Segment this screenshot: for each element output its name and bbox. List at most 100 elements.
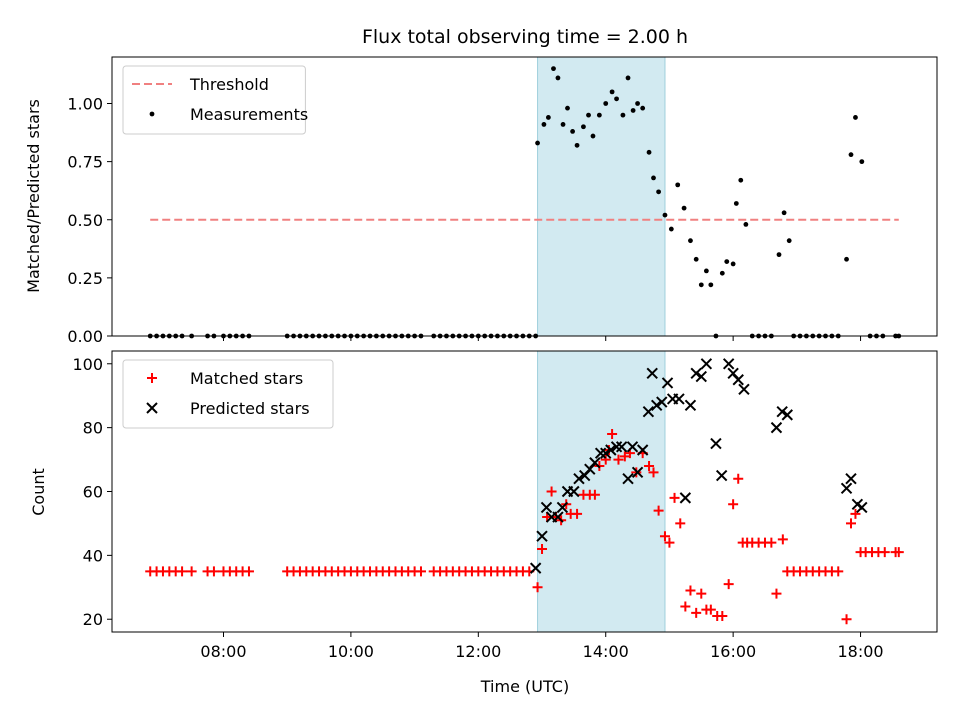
x-tick-label: 12:00 bbox=[455, 642, 501, 661]
data-point bbox=[573, 473, 585, 485]
y-tick-label: 1.00 bbox=[67, 95, 103, 114]
data-point bbox=[555, 75, 561, 81]
data-point bbox=[177, 566, 188, 577]
data-point bbox=[691, 607, 702, 618]
data-point bbox=[626, 441, 639, 453]
data-point bbox=[685, 585, 696, 596]
data-point bbox=[656, 396, 668, 408]
data-point bbox=[781, 210, 787, 216]
data-point bbox=[679, 492, 692, 504]
data-point bbox=[853, 115, 858, 120]
y-tick-label: 0.50 bbox=[67, 211, 103, 230]
data-point bbox=[536, 530, 548, 542]
data-point bbox=[648, 467, 659, 478]
data-point bbox=[545, 115, 551, 120]
legend-label: Matched stars bbox=[190, 369, 303, 388]
data-point bbox=[644, 460, 655, 471]
data-point bbox=[673, 393, 685, 405]
y-tick-label: 80 bbox=[83, 419, 103, 438]
bottom-panel: 20 40 60 80 100 08:00 10:00 12:00 14:00 16:00 18:0… bbox=[72, 350, 938, 661]
data-point bbox=[568, 485, 580, 498]
data-point bbox=[656, 189, 662, 195]
data-point bbox=[565, 105, 570, 111]
data-point bbox=[732, 374, 744, 386]
y-tick-label: 40 bbox=[83, 546, 103, 565]
data-point bbox=[733, 473, 744, 484]
data-point bbox=[551, 66, 556, 72]
data-point bbox=[777, 534, 788, 545]
data-point bbox=[646, 367, 658, 380]
data-point bbox=[690, 367, 702, 380]
data-point bbox=[856, 501, 868, 514]
data-point bbox=[879, 547, 890, 558]
data-point bbox=[776, 252, 782, 258]
data-point bbox=[844, 256, 849, 262]
data-point bbox=[640, 105, 646, 111]
data-point bbox=[664, 537, 675, 548]
data-point bbox=[651, 175, 656, 181]
data-point bbox=[693, 256, 699, 262]
data-point bbox=[615, 441, 628, 453]
data-point bbox=[186, 566, 197, 577]
data-point bbox=[552, 511, 564, 523]
data-point bbox=[705, 604, 716, 615]
data-point bbox=[625, 75, 631, 81]
data-point bbox=[728, 499, 739, 510]
data-point bbox=[724, 259, 730, 264]
legend-box bbox=[122, 359, 334, 429]
data-point bbox=[708, 282, 714, 288]
y-tick-label: 0.25 bbox=[67, 269, 103, 288]
data-point bbox=[614, 96, 619, 102]
legend-marker-icon bbox=[149, 111, 155, 117]
x-tick-label: 14:00 bbox=[583, 642, 629, 661]
data-point bbox=[537, 543, 548, 554]
legend-label: Predicted stars bbox=[190, 399, 310, 418]
data-point bbox=[529, 562, 542, 574]
data-point bbox=[574, 142, 580, 148]
data-point bbox=[532, 582, 543, 593]
x-tick-label: 08:00 bbox=[200, 642, 246, 661]
data-point bbox=[541, 122, 547, 127]
data-point bbox=[636, 444, 649, 456]
data-point bbox=[609, 89, 615, 95]
legend-marker-icon bbox=[147, 373, 157, 383]
data-point bbox=[850, 508, 861, 519]
data-point bbox=[786, 238, 792, 244]
legend: Matched stars Predicted stars bbox=[122, 359, 334, 429]
data-point bbox=[668, 226, 674, 232]
data-point bbox=[646, 149, 652, 155]
data-point bbox=[680, 601, 691, 612]
legend: Threshold Measurements bbox=[122, 65, 308, 135]
data-point bbox=[603, 101, 609, 106]
data-point bbox=[841, 614, 852, 625]
data-point bbox=[776, 405, 788, 418]
data-point bbox=[698, 282, 704, 288]
data-point bbox=[833, 566, 844, 577]
data-point bbox=[710, 437, 722, 450]
data-point bbox=[675, 182, 681, 188]
data-point bbox=[600, 454, 611, 465]
data-point bbox=[600, 447, 612, 459]
legend-label: Measurements bbox=[190, 105, 308, 124]
data-point bbox=[840, 482, 853, 495]
legend-marker-icon bbox=[146, 402, 158, 414]
data-point bbox=[546, 486, 557, 497]
data-point bbox=[719, 270, 725, 276]
data-point bbox=[662, 212, 668, 218]
data-point bbox=[622, 473, 634, 485]
x-tick-label: 16:00 bbox=[710, 642, 756, 661]
data-point bbox=[560, 122, 566, 127]
data-point bbox=[635, 101, 640, 106]
series-matched-stars bbox=[145, 429, 904, 625]
data-point bbox=[243, 566, 254, 577]
highlight-span bbox=[537, 56, 666, 337]
x-tick-label: 18:00 bbox=[837, 642, 883, 661]
data-point bbox=[681, 205, 687, 211]
data-point bbox=[620, 112, 626, 118]
data-point bbox=[722, 358, 735, 370]
data-point bbox=[715, 469, 728, 482]
data-point bbox=[653, 505, 664, 516]
chart-title: Flux total observing time = 2.00 h bbox=[362, 26, 688, 48]
y-tick-label: 0.75 bbox=[67, 153, 103, 172]
